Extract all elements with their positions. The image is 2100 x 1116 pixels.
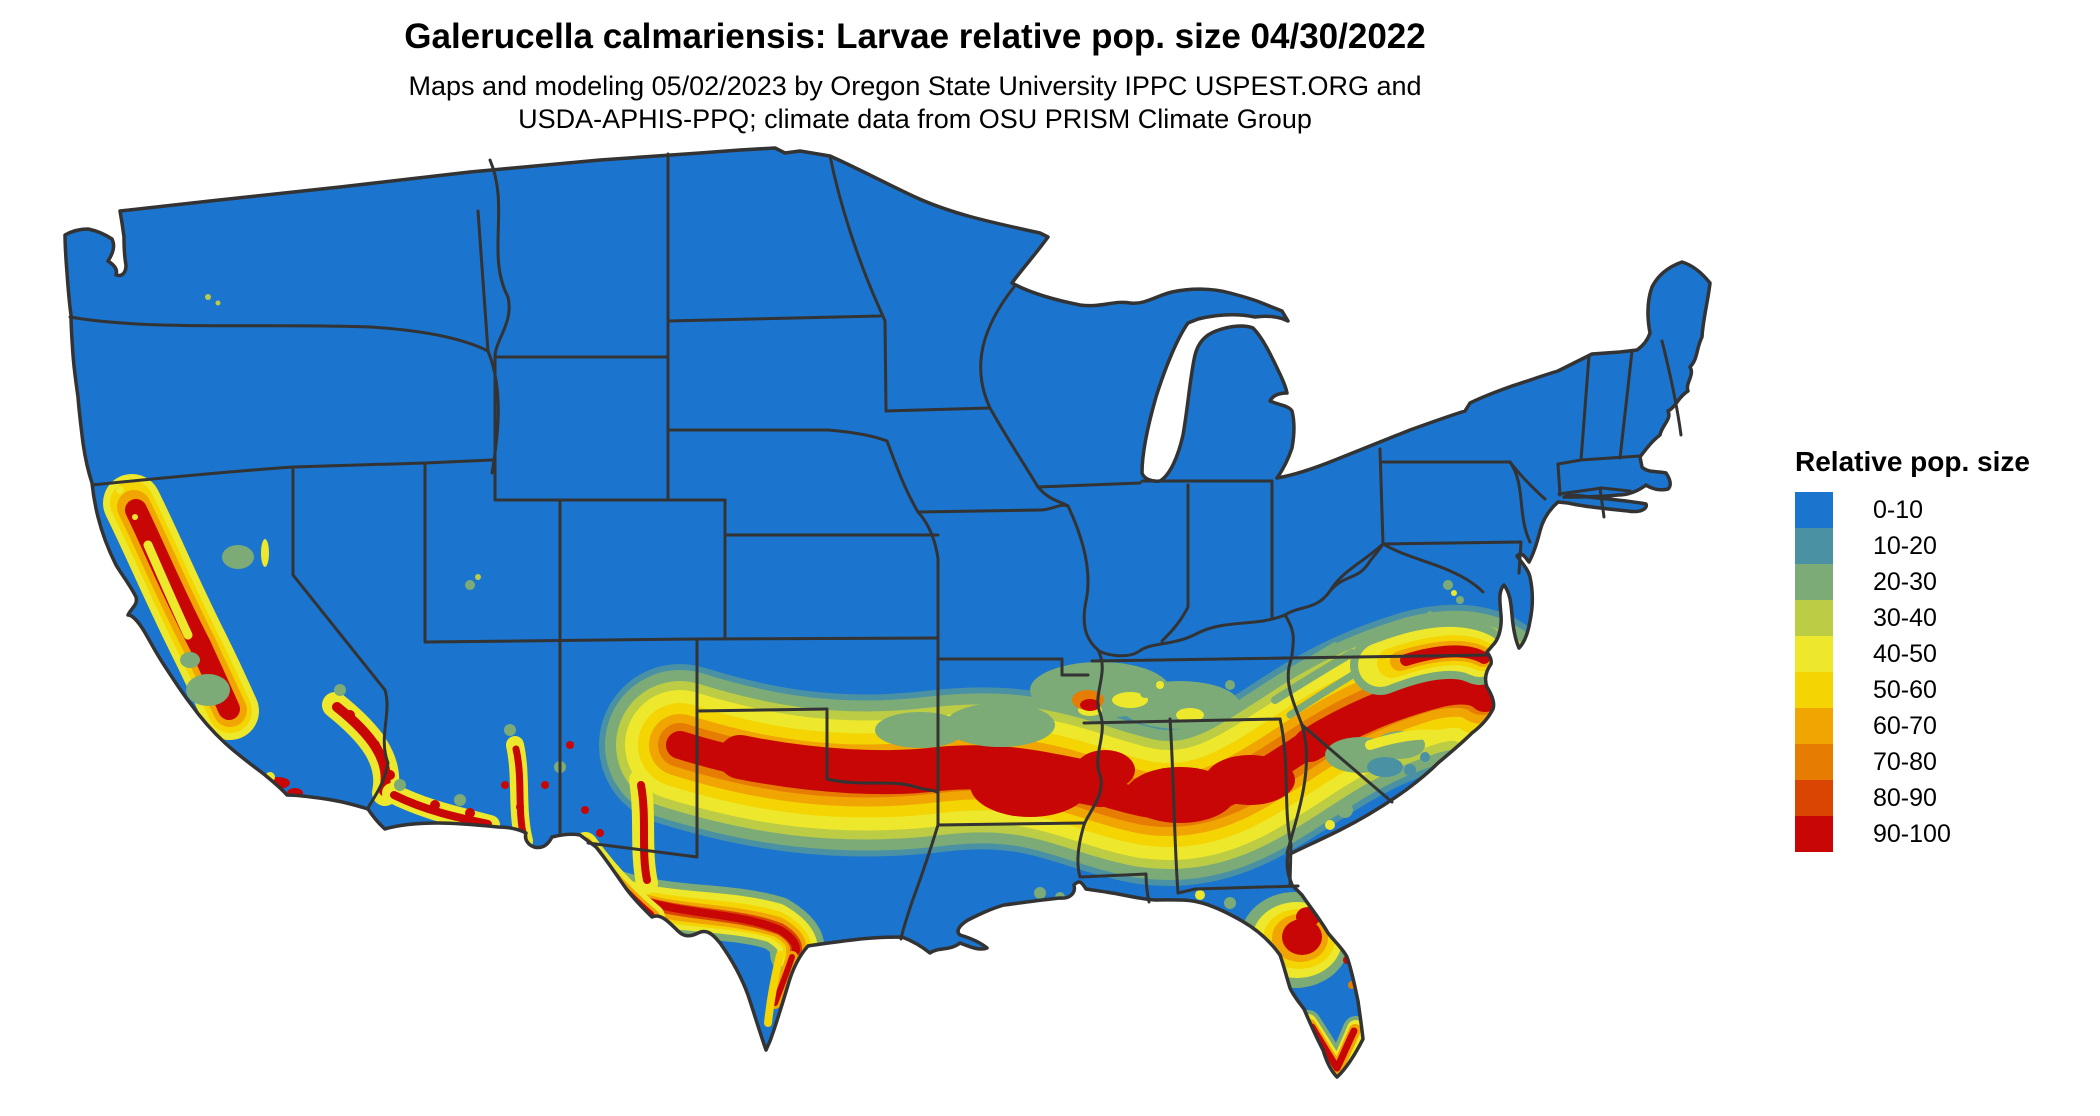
legend-title: Relative pop. size (1795, 446, 2030, 477)
legend-swatch-icon (1795, 708, 1833, 744)
legend-row: 70-80 (1795, 744, 2095, 780)
us-map-svg (63, 146, 1712, 1079)
legend-row: 80-90 (1795, 780, 2095, 816)
legend-swatch-icon (1795, 492, 1833, 528)
legend-row: 90-100 (1795, 816, 2095, 852)
legend-label: 40-50 (1873, 639, 1937, 668)
heading-block: Galerucella calmariensis: Larvae relativ… (0, 16, 1830, 136)
legend-label: 30-40 (1873, 603, 1937, 632)
state-borders (68, 152, 1683, 941)
legend-rows: 0-10 10-20 20-30 30-40 40-50 50-60 60-70 70-80 8… (1795, 492, 2095, 852)
heat-layer (103, 294, 1563, 1077)
us-map (40, 145, 1720, 1105)
map-subtitle: Maps and modeling 05/02/2023 by Oregon S… (0, 70, 1830, 136)
legend-swatch-icon (1795, 780, 1833, 816)
legend-row: 0-10 (1795, 492, 2095, 528)
map-subtitle-line2: USDA-APHIS-PPQ; climate data from OSU PR… (518, 104, 1312, 134)
legend-swatch-icon (1795, 672, 1833, 708)
legend-label: 60-70 (1873, 711, 1937, 740)
legend-row: 30-40 (1795, 600, 2095, 636)
legend-label: 10-20 (1873, 531, 1937, 560)
legend-row: 40-50 (1795, 636, 2095, 672)
legend-row: 50-60 (1795, 672, 2095, 708)
legend-row: 60-70 (1795, 708, 2095, 744)
country-outline (63, 146, 1712, 1079)
legend-label: 50-60 (1873, 675, 1937, 704)
legend-label: 70-80 (1873, 747, 1937, 776)
legend-row: 20-30 (1795, 564, 2095, 600)
legend: Relative pop. size 0-10 10-20 20-30 30-40 40… (1795, 446, 2095, 852)
legend-label: 0-10 (1873, 495, 1924, 524)
legend-label: 90-100 (1873, 819, 1951, 848)
legend-swatch-icon (1795, 636, 1833, 672)
legend-swatch-icon (1795, 528, 1833, 564)
legend-swatch-icon (1795, 744, 1833, 780)
legend-row: 10-20 (1795, 528, 2095, 564)
legend-label: 80-90 (1873, 783, 1937, 812)
map-subtitle-line1: Maps and modeling 05/02/2023 by Oregon S… (408, 71, 1422, 101)
legend-swatch-icon (1795, 600, 1833, 636)
legend-label: 20-30 (1873, 567, 1937, 596)
map-title: Galerucella calmariensis: Larvae relativ… (404, 17, 1426, 56)
legend-swatch-icon (1795, 816, 1833, 852)
legend-swatch-icon (1795, 564, 1833, 600)
